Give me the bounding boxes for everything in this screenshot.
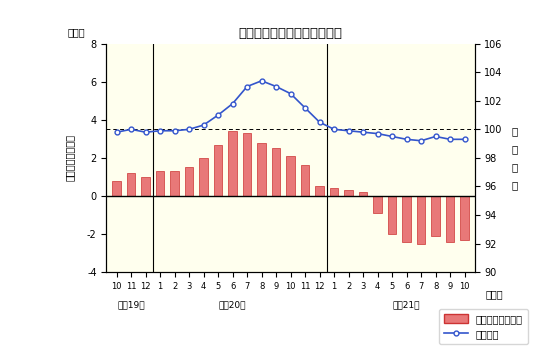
Bar	[446, 196, 455, 241]
Bar	[112, 181, 121, 196]
Bar	[344, 190, 353, 196]
Bar	[272, 148, 281, 196]
Bar	[301, 165, 310, 196]
Bar	[199, 158, 208, 196]
Bar	[388, 196, 396, 234]
Bar	[243, 133, 251, 196]
Bar	[214, 145, 222, 196]
Bar	[228, 131, 237, 196]
Text: 平成21年: 平成21年	[393, 300, 421, 309]
Title: 鳥取市消費者物価指数の推移: 鳥取市消費者物価指数の推移	[239, 27, 343, 40]
Bar	[417, 196, 425, 244]
Bar	[358, 192, 367, 196]
Text: （％）: （％）	[68, 27, 86, 37]
Bar	[402, 196, 411, 241]
Text: （月）: （月）	[485, 289, 503, 299]
Text: 平成19年: 平成19年	[117, 300, 145, 309]
Text: 平成20年: 平成20年	[219, 300, 247, 309]
Bar	[257, 143, 266, 196]
Bar	[127, 173, 136, 196]
Bar	[170, 171, 179, 196]
Y-axis label: 総
合
指
数: 総 合 指 数	[511, 126, 518, 190]
Bar	[141, 177, 150, 196]
Bar	[431, 196, 440, 236]
Bar	[185, 168, 193, 196]
Bar	[156, 171, 165, 196]
Text: 対前年同月上昇率: 対前年同月上昇率	[65, 134, 75, 181]
Legend: 対前年同月上昇率, 総合指数: 対前年同月上昇率, 総合指数	[439, 309, 528, 344]
Bar	[330, 188, 338, 196]
Bar	[286, 156, 295, 196]
Bar	[315, 187, 324, 196]
Bar	[460, 196, 469, 240]
Bar	[373, 196, 382, 213]
